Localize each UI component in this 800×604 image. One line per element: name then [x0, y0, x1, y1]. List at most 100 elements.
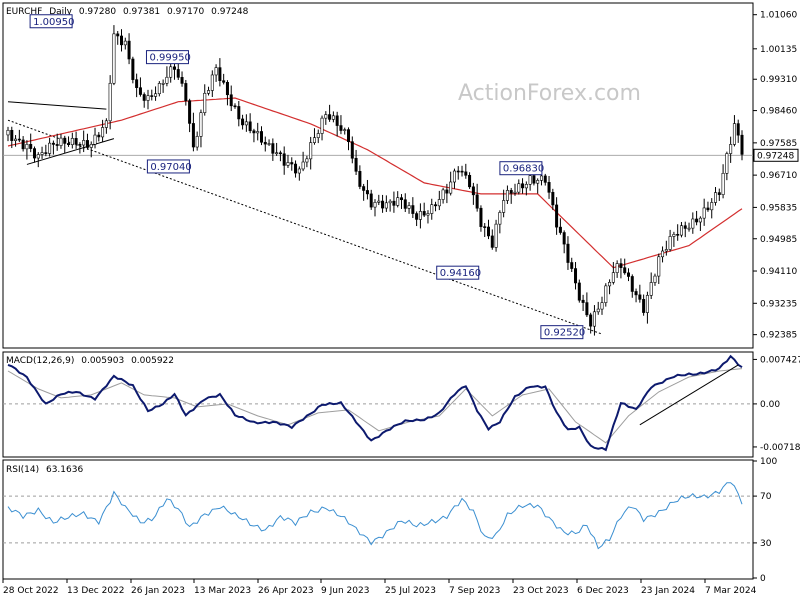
- candle-body: [252, 130, 256, 134]
- price-tick-label: 0.93235: [760, 299, 797, 309]
- candle-body: [309, 142, 313, 160]
- candle-body: [456, 170, 460, 173]
- candle-body: [225, 82, 229, 96]
- price-tick-label: 0.97585: [760, 139, 797, 149]
- ohlc-low: 0.97170: [167, 7, 204, 17]
- candle-body: [468, 174, 472, 188]
- rsi-name: RSI(14): [6, 465, 39, 475]
- candle-body: [729, 144, 733, 154]
- candle-body: [698, 217, 702, 223]
- candle-body: [233, 105, 237, 108]
- candle-body: [645, 295, 649, 313]
- candle-body: [70, 138, 74, 145]
- candle-body: [377, 200, 381, 203]
- candle-body: [399, 197, 403, 201]
- candle-body: [384, 202, 388, 209]
- candle-body: [172, 66, 176, 70]
- candle-body: [717, 192, 721, 195]
- price-pane-frame: [2, 2, 754, 349]
- candle-body: [335, 115, 339, 126]
- candle-body: [222, 80, 226, 83]
- ohlc-high: 0.97381: [123, 7, 160, 17]
- macd-signal-line: [7, 368, 743, 444]
- candle-body: [547, 182, 551, 193]
- candle-body: [365, 190, 369, 195]
- candle-body: [479, 207, 483, 227]
- candle-body: [101, 127, 105, 138]
- candle-body: [150, 95, 154, 97]
- candle-body: [608, 282, 612, 287]
- candle-body: [169, 66, 173, 78]
- price-tick-label: 1.00135: [760, 45, 797, 55]
- candle-body: [154, 93, 158, 97]
- dotted-trendline: [7, 119, 603, 335]
- candle-body: [104, 120, 108, 128]
- candle-body: [67, 143, 71, 145]
- annotation-box: [499, 161, 543, 176]
- candle-body: [415, 213, 419, 220]
- candle-body: [112, 33, 116, 84]
- candle-body: [328, 114, 332, 120]
- price-tick-label: 0.99310: [760, 75, 797, 85]
- candle-body: [494, 223, 498, 248]
- candle-body: [505, 190, 509, 201]
- candle-body: [392, 200, 396, 206]
- candle-body: [600, 302, 604, 310]
- candle-body: [509, 190, 513, 194]
- macd-value: 0.005903: [81, 356, 124, 366]
- candle-body: [498, 212, 502, 225]
- candle-body: [282, 153, 286, 166]
- candle-body: [324, 114, 328, 119]
- candle-body: [581, 299, 585, 303]
- annotation-label: 0.94160: [440, 268, 481, 279]
- candle-body: [676, 234, 680, 236]
- candle-body: [180, 77, 184, 84]
- candle-body: [241, 118, 245, 126]
- rsi-tick-label: 100: [760, 457, 777, 467]
- x-tick-label: 26 Apr 2023: [258, 586, 314, 596]
- x-tick-label: 6 Dec 2023: [577, 586, 629, 596]
- candle-body: [657, 256, 661, 277]
- candle-body: [74, 138, 78, 145]
- watermark: ActionForex.com: [458, 81, 641, 106]
- x-tick-label: 7 Sep 2023: [449, 586, 500, 596]
- candle-body: [630, 276, 634, 292]
- x-tick-label: 25 Jul 2023: [385, 586, 436, 596]
- candle-body: [210, 74, 214, 91]
- candle-body: [585, 302, 589, 316]
- candle-body: [116, 33, 120, 37]
- price-tick-label: 0.95835: [760, 203, 797, 213]
- candle-body: [543, 175, 547, 183]
- x-tick-label: 7 Mar 2024: [705, 586, 757, 596]
- annotation-label: 1.00950: [33, 17, 74, 28]
- candle-body: [123, 40, 127, 46]
- annotation-box: [146, 159, 190, 174]
- candle-body: [176, 69, 180, 78]
- rsi-pane: RSI(14) 63.1636 100 70 30 0: [2, 457, 777, 584]
- candle-body: [683, 225, 687, 229]
- rsi-tick-label: 70: [760, 492, 772, 502]
- candle-body: [695, 218, 699, 223]
- x-tick-label: 13 Mar 2023: [194, 586, 251, 596]
- candle-body: [611, 272, 615, 283]
- candle-body: [191, 123, 195, 148]
- price-pane: ActionForex.com EURCHF Daily 0.97280 0.9…: [2, 2, 799, 349]
- candle-body: [350, 141, 354, 159]
- candle-body: [305, 158, 309, 163]
- candle-body: [294, 163, 298, 174]
- candle-body: [706, 207, 710, 211]
- candle-body: [430, 204, 434, 214]
- candle-body: [691, 218, 695, 229]
- candle-body: [362, 186, 366, 191]
- candle-body: [331, 115, 335, 120]
- annotation-label: 0.99950: [149, 53, 190, 64]
- candle-body: [59, 137, 63, 146]
- candle-body: [358, 171, 362, 187]
- candle-body: [566, 243, 570, 263]
- candle-body: [558, 226, 562, 233]
- candle-body: [127, 40, 131, 60]
- price-tick-label: 0.98460: [760, 107, 797, 117]
- candle-body: [259, 131, 263, 143]
- candle-body: [596, 308, 600, 313]
- annotation-box: [436, 265, 480, 280]
